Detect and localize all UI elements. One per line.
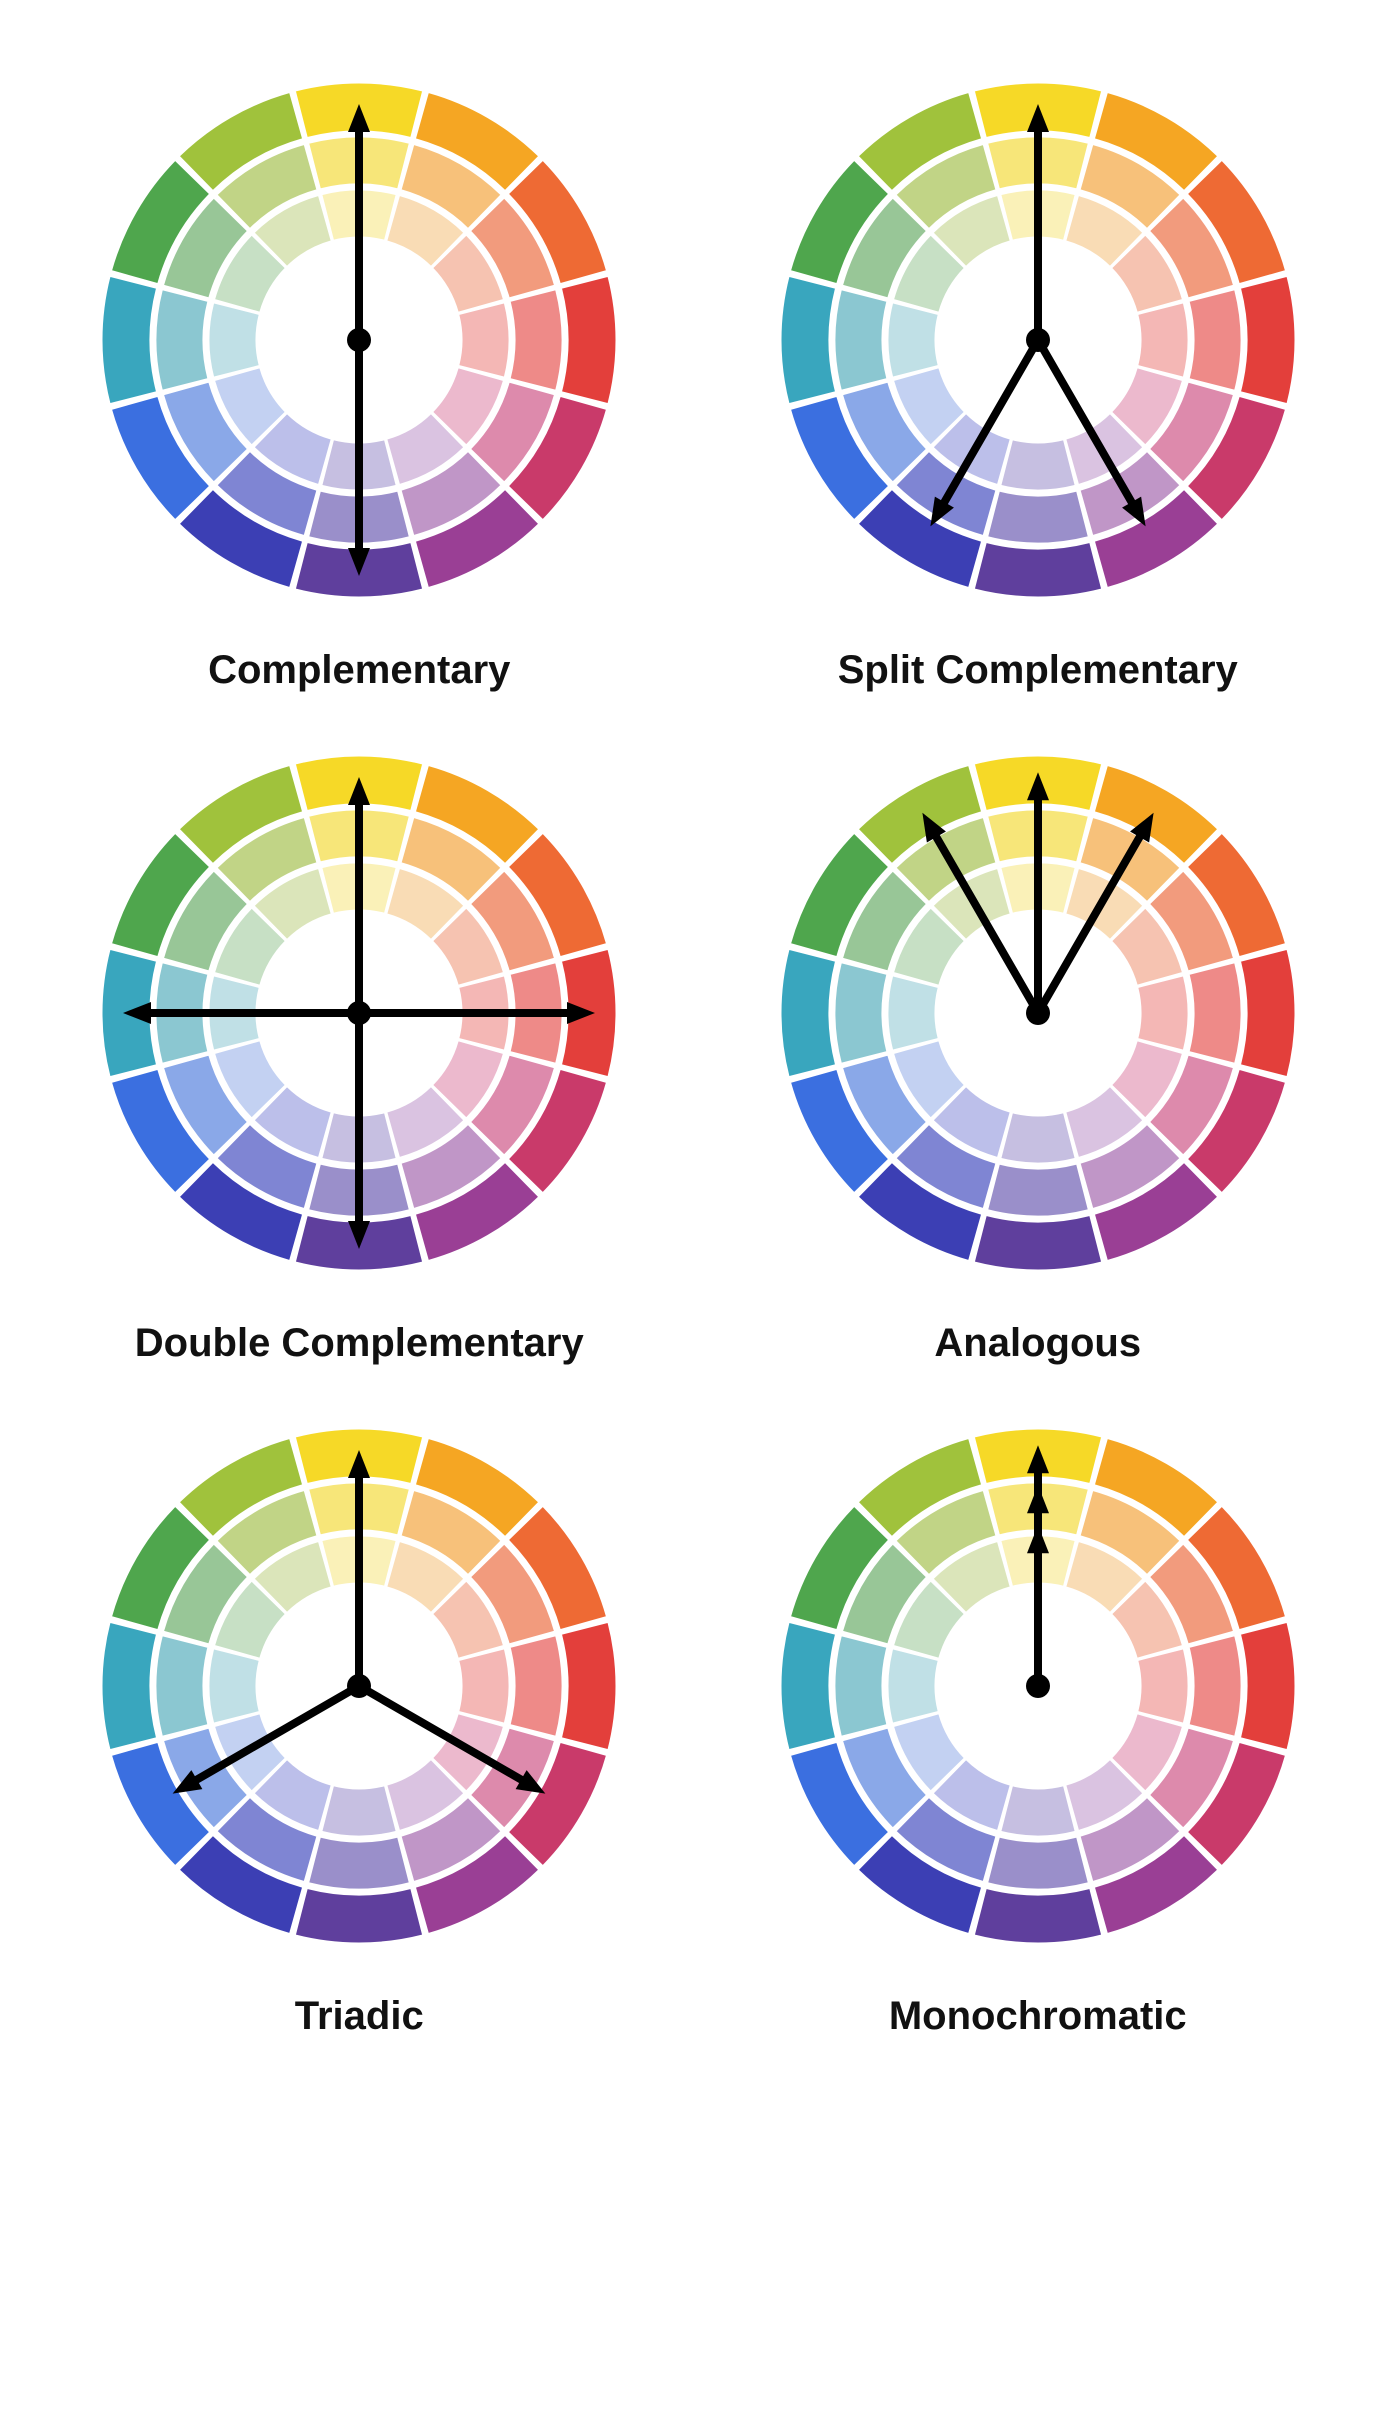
wheel-segment [1189, 963, 1241, 1064]
scheme-caption: Split Complementary [838, 648, 1238, 693]
wheel-segment [888, 976, 938, 1050]
wheel-segment [974, 542, 1101, 597]
scheme-cell: Analogous [739, 733, 1338, 1366]
wheel-segment [1189, 1636, 1241, 1737]
scheme-caption: Double Complementary [135, 1321, 584, 1366]
wheel-segment [156, 290, 208, 391]
wheel-segment [1001, 440, 1075, 490]
wheel-segment [781, 1622, 836, 1749]
wheel-segment [309, 1837, 410, 1889]
wheel-segment [781, 949, 836, 1076]
wheel-segment [835, 1636, 887, 1737]
wheel-segment [974, 1215, 1101, 1270]
wheel-segment [1001, 1786, 1075, 1836]
wheel-segment [1240, 1622, 1295, 1749]
wheel-segment [1138, 303, 1188, 377]
wheel-segment [1240, 949, 1295, 1076]
arrows [123, 777, 595, 1249]
wheel-segment [888, 303, 938, 377]
color-wheel [79, 1406, 639, 1966]
scheme-cell: Complementary [60, 60, 659, 693]
wheel-segment [562, 276, 617, 403]
wheel-segment [1138, 1649, 1188, 1723]
wheel-segment [781, 276, 836, 403]
wheel-segment [156, 1636, 208, 1737]
wheel-segment [1240, 276, 1295, 403]
wheel-segment [987, 1837, 1088, 1889]
scheme-cell: Double Complementary [60, 733, 659, 1366]
wheel-segment [987, 1164, 1088, 1216]
wheel-segment [209, 1649, 259, 1723]
color-wheel [758, 60, 1318, 620]
scheme-caption: Monochromatic [889, 1994, 1187, 2039]
scheme-caption: Complementary [208, 648, 510, 693]
wheel-segment [974, 1888, 1101, 1943]
wheel-segment [209, 303, 259, 377]
wheel-segment [459, 1649, 509, 1723]
wheel-segment [1138, 976, 1188, 1050]
color-wheel [79, 60, 639, 620]
wheel-segment [987, 491, 1088, 543]
color-wheel [758, 733, 1318, 1293]
scheme-cell: Triadic [60, 1406, 659, 2039]
scheme-caption: Analogous [934, 1321, 1141, 1366]
scheme-caption: Triadic [295, 1994, 424, 2039]
wheel-segment [459, 303, 509, 377]
wheel-segment [102, 1622, 157, 1749]
wheel-segment [835, 290, 887, 391]
wheel-segment [322, 1786, 396, 1836]
color-wheel [79, 733, 639, 1293]
wheel-segment [562, 1622, 617, 1749]
wheel-segment [510, 1636, 562, 1737]
wheel-segment [296, 1888, 423, 1943]
color-wheel [758, 1406, 1318, 1966]
wheel-segment [835, 963, 887, 1064]
wheel-segment [888, 1649, 938, 1723]
scheme-cell: Split Complementary [739, 60, 1338, 693]
wheel-segment [1001, 1113, 1075, 1163]
wheel-segment [1189, 290, 1241, 391]
scheme-cell: Monochromatic [739, 1406, 1338, 2039]
wheel-segment [510, 290, 562, 391]
wheel-segment [102, 276, 157, 403]
